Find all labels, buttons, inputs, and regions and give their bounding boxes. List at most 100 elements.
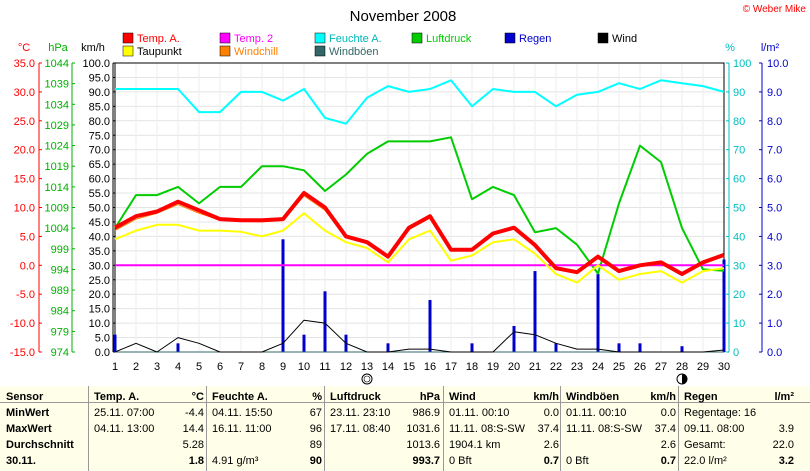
stat-min-label-4: 01.11. 00:10 [566,407,627,419]
tick-rain-4: 6.0 [767,174,782,186]
x-tick-11: 11 [319,361,330,373]
tick-kmh-7: 65.0 [89,159,110,171]
stat-max-label-5: 09.11. 08:00 [684,423,745,435]
tick-percent-8: 20 [733,289,745,301]
x-tick-10: 10 [298,361,310,373]
legend: Temp. A. Temp. 2 Feuchte A. Luftdruck Regen W… [122,32,637,58]
stat-min-label-5: Regentage: 16 [684,407,757,419]
tick-celsius-7: 0.0 [20,260,35,272]
legend-label-2: Feuchte A. [329,33,382,45]
tick-rain-5: 5.0 [767,203,782,215]
tick-celsius-0: 35.0 [14,58,35,70]
x-tick-16: 16 [424,361,436,373]
tick-rain-3: 7.0 [767,145,782,157]
stat-max-value-5: 3.9 [778,423,794,435]
tick-percent-10: 0 [733,347,739,359]
stat-col-title-0: Temp. A. [94,391,140,403]
stat-max-value-0: 14.4 [182,423,204,435]
tick-hpa-9: 999 [51,244,69,256]
tick-kmh-11: 45.0 [89,217,110,229]
stat-max-label-2: 17.11. 08:40 [330,423,391,435]
stat-avg-value-5: 22.0 [772,439,794,451]
tick-percent-2: 80 [733,116,745,128]
tick-rain-10: 0.0 [767,347,782,359]
stat-current-value-3: 0.7 [543,455,559,467]
tick-celsius-3: 20.0 [14,145,35,157]
stat-avg-value-3: 2.6 [543,439,559,451]
tick-kmh-18: 10.0 [89,318,110,330]
tick-percent-4: 60 [733,174,745,186]
tick-rain-9: 1.0 [767,318,782,330]
tick-hpa-0: 1044 [45,58,69,70]
legend-label-4: Regen [519,33,551,45]
rain-bar-20 [512,325,516,352]
series-line-feuchte-a- [115,79,725,125]
x-tick-9: 9 [280,361,286,373]
x-tick-5: 5 [196,361,202,373]
stat-max-value-1: 96 [309,423,322,435]
legend-swatch-0 [122,32,134,44]
x-tick-21: 21 [529,361,541,373]
rain-bar-28 [680,346,684,352]
stat-col-title-2: Luftdruck [330,391,381,403]
rain-bar-30 [722,259,726,352]
x-tick-26: 26 [634,361,646,373]
stat-min-value-3: 0.0 [543,407,559,419]
stat-max-value-3: 37.4 [537,423,559,435]
tick-percent-3: 70 [733,145,745,157]
tick-percent-9: 10 [733,318,745,330]
tick-rain-6: 4.0 [767,231,782,243]
legend-swatch-7 [219,45,231,57]
x-tick-27: 27 [655,361,667,373]
stat-avg-value-1: 89 [309,439,322,451]
series-line-wind [114,319,725,353]
tick-percent-7: 30 [733,260,745,272]
axis-celsius-label: °C [18,42,30,54]
stat-max-value-4: 37.4 [654,423,676,435]
tick-hpa-1: 1039 [45,79,69,91]
tick-celsius-4: 15.0 [14,174,35,186]
stat-min-label-3: 01.11. 00:10 [449,407,510,419]
legend-label-1: Temp. 2 [234,33,273,45]
stat-min-value-0: -4.4 [185,407,204,419]
rain-bar-9 [281,239,285,352]
tick-hpa-7: 1009 [45,203,69,215]
tick-kmh-14: 30.0 [89,260,110,272]
stat-current-label-5: 22.0 l/m² [684,455,727,467]
full-moon-icon [361,373,373,385]
tick-celsius-5: 10.0 [14,203,35,215]
rain-bar-18 [470,343,474,352]
tick-celsius-8: -5.0 [16,289,35,301]
axis-hpa-label: hPa [48,42,68,54]
stat-min-label-2: 23.11. 23:10 [330,407,391,419]
tick-kmh-6: 70.0 [89,145,110,157]
stat-max-value-2: 1031.6 [406,423,440,435]
tick-celsius-6: 5.0 [20,231,35,243]
stat-max-label-1: 16.11. 11:00 [212,423,272,435]
stat-col-unit-3: km/h [533,391,559,403]
x-tick-4: 4 [175,361,181,373]
legend-swatch-3 [411,32,423,44]
stat-max-label-0: 04.11. 13:00 [94,423,155,435]
x-tick-1: 1 [112,361,118,373]
x-tick-8: 8 [259,361,265,373]
stat-current-value-0: 1.8 [188,455,204,467]
x-tick-15: 15 [403,361,415,373]
tick-hpa-3: 1029 [45,120,69,132]
stat-min-label-1: 04.11. 15:50 [212,407,273,419]
stat-current-value-1: 90 [309,455,322,467]
legend-label-6: Taupunkt [137,46,182,58]
tick-kmh-15: 25.0 [89,275,110,287]
tick-hpa-4: 1024 [45,141,69,153]
tick-hpa-6: 1014 [45,182,69,194]
x-tick-14: 14 [382,361,394,373]
tick-percent-0: 100 [733,58,751,70]
tick-rain-1: 9.0 [767,87,782,99]
legend-swatch-2 [314,32,326,44]
tick-celsius-1: 30.0 [14,87,35,99]
x-tick-6: 6 [217,361,223,373]
tick-hpa-5: 1019 [45,161,69,173]
x-tick-19: 19 [487,361,499,373]
stat-col-unit-0: °C [191,391,204,403]
